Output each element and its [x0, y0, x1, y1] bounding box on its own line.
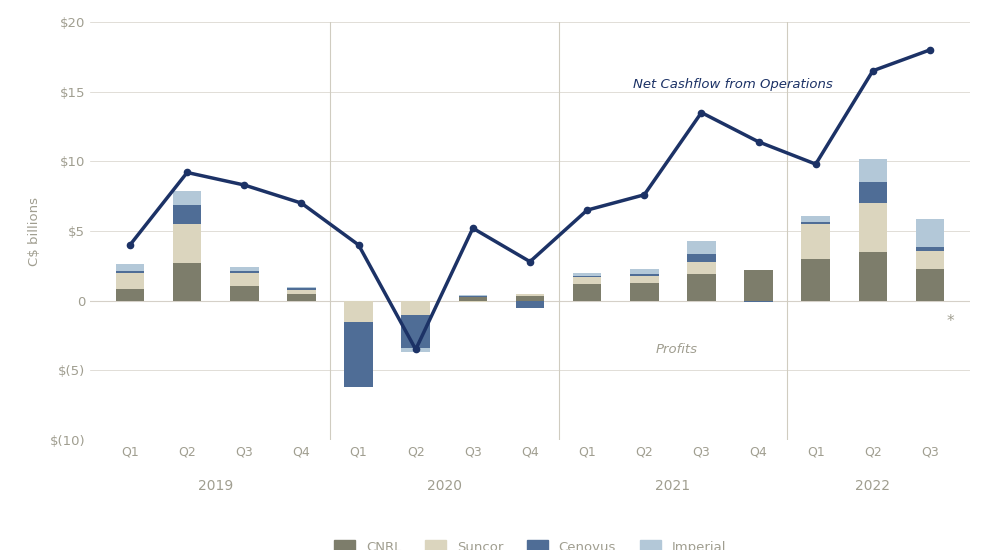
Text: 2019: 2019: [198, 479, 233, 493]
Text: *: *: [946, 314, 954, 329]
Bar: [401, 315, 430, 348]
Bar: [801, 224, 830, 259]
Bar: [287, 288, 316, 289]
Bar: [230, 267, 259, 271]
Bar: [230, 286, 259, 301]
Bar: [401, 301, 430, 315]
Bar: [630, 268, 659, 274]
Bar: [287, 289, 316, 294]
Bar: [173, 263, 201, 301]
Bar: [230, 271, 259, 273]
Bar: [859, 203, 887, 252]
Bar: [116, 289, 144, 301]
Bar: [687, 274, 716, 301]
Legend: CNRL, Suncor, Cenovus, Imperial: CNRL, Suncor, Cenovus, Imperial: [329, 535, 731, 550]
Bar: [859, 182, 887, 203]
Bar: [459, 296, 487, 297]
Bar: [516, 301, 544, 307]
Text: 2022: 2022: [855, 479, 890, 493]
Text: Profits: Profits: [656, 343, 698, 356]
Y-axis label: C$ billions: C$ billions: [28, 196, 41, 266]
Bar: [116, 271, 144, 273]
Bar: [687, 241, 716, 254]
Bar: [630, 274, 659, 276]
Bar: [401, 348, 430, 351]
Bar: [573, 277, 601, 284]
Bar: [344, 301, 373, 322]
Bar: [173, 205, 201, 224]
Bar: [459, 295, 487, 296]
Bar: [916, 219, 944, 247]
Bar: [459, 297, 487, 301]
Bar: [744, 301, 773, 303]
Bar: [687, 262, 716, 274]
Bar: [344, 322, 373, 387]
Bar: [630, 276, 659, 283]
Bar: [801, 222, 830, 224]
Bar: [173, 191, 201, 205]
Bar: [516, 296, 544, 301]
Bar: [859, 252, 887, 301]
Bar: [516, 294, 544, 296]
Bar: [801, 216, 830, 222]
Bar: [573, 276, 601, 277]
Bar: [916, 247, 944, 250]
Bar: [916, 268, 944, 301]
Bar: [744, 270, 773, 301]
Bar: [916, 250, 944, 268]
Bar: [116, 265, 144, 271]
Text: Net Cashflow from Operations: Net Cashflow from Operations: [633, 78, 833, 91]
Bar: [287, 294, 316, 301]
Bar: [116, 273, 144, 289]
Bar: [573, 284, 601, 301]
Bar: [801, 259, 830, 301]
Bar: [630, 283, 659, 301]
Bar: [459, 301, 487, 302]
Bar: [687, 254, 716, 262]
Bar: [230, 273, 259, 286]
Bar: [859, 158, 887, 182]
Text: 2020: 2020: [427, 479, 462, 493]
Bar: [173, 224, 201, 263]
Text: 2021: 2021: [655, 479, 690, 493]
Bar: [573, 273, 601, 276]
